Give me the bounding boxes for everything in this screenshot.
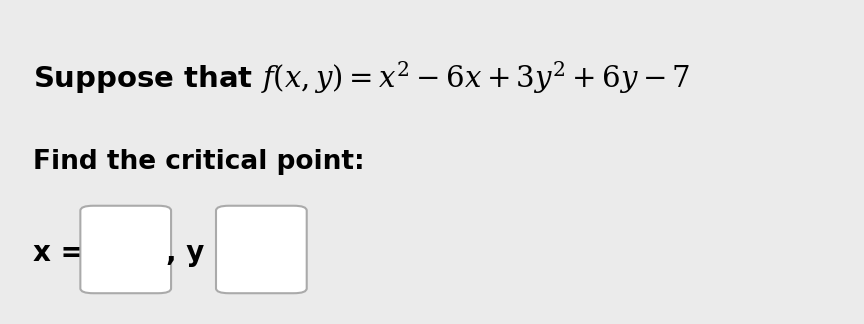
Text: Find the critical point:: Find the critical point: [33,149,365,175]
Text: Suppose that $f(x, y) = x^2 - 6x + 3y^2 + 6y - 7$: Suppose that $f(x, y) = x^2 - 6x + 3y^2 … [33,60,690,96]
Text: , y =: , y = [166,239,238,267]
FancyBboxPatch shape [216,206,307,293]
Text: x =: x = [33,239,84,267]
FancyBboxPatch shape [80,206,171,293]
